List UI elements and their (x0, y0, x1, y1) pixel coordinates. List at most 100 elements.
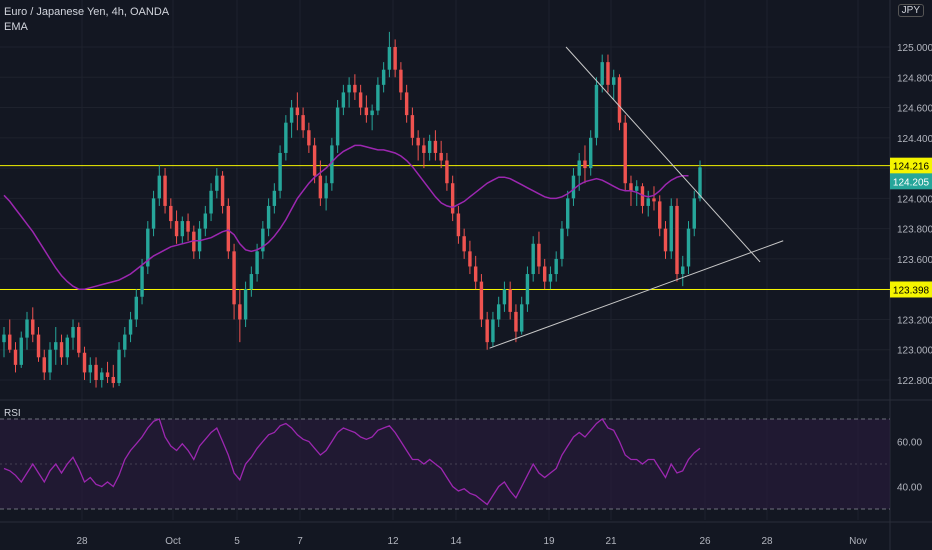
candle-body (669, 205, 673, 252)
rsi-pane[interactable] (0, 418, 890, 510)
candle-body (600, 62, 604, 85)
candle-body (169, 205, 173, 222)
candle-body (640, 186, 645, 206)
candle-body (163, 175, 167, 206)
y-tick-label: 124.000 (897, 194, 932, 205)
candle-body (663, 228, 668, 252)
candle-body (243, 289, 248, 320)
x-tick-label: 7 (297, 536, 303, 547)
candle-body (347, 84, 351, 93)
candle-body (324, 183, 328, 199)
candle-body (635, 186, 639, 191)
candle-body (146, 228, 150, 267)
y-tick-label: 123.600 (897, 255, 932, 266)
y-tick-label: 123.000 (897, 346, 932, 357)
candle-body (157, 175, 162, 199)
x-tick-label: 14 (450, 536, 462, 547)
price-label-resistance-bg (890, 157, 932, 174)
candle-body (215, 175, 219, 191)
candle-body (473, 266, 478, 282)
candle-body (13, 349, 18, 365)
candle-body (353, 84, 357, 93)
candle-body (278, 152, 282, 191)
x-tick-label: 28 (76, 536, 88, 547)
candle-body (537, 243, 541, 267)
candle-body (266, 205, 271, 229)
candle-body (404, 92, 409, 116)
symbol-title[interactable]: Euro / Japanese Yen, 4h, OANDA (4, 6, 170, 18)
trendline-ascending (489, 240, 784, 349)
candle-body (485, 319, 489, 343)
candle-body (416, 137, 420, 146)
y-tick-label: 124.800 (897, 73, 932, 84)
y-tick-label: 122.800 (897, 376, 932, 387)
candle-body (491, 319, 495, 343)
candle-body (71, 327, 75, 338)
candle-body (658, 201, 662, 229)
candle-body (692, 198, 696, 229)
candle-body (134, 296, 139, 320)
candle-body (301, 115, 305, 131)
y-tick-label: 124.600 (897, 104, 932, 115)
candle-body (387, 47, 392, 70)
candle-body (531, 243, 535, 275)
candle-body (439, 152, 443, 161)
candle-body (548, 274, 553, 282)
price-label-current-bg (890, 173, 932, 190)
rsi-line (3, 418, 701, 506)
candle-body (255, 251, 259, 275)
candle-body (479, 281, 484, 320)
candle-body (88, 364, 92, 373)
candle-body (289, 107, 294, 123)
candle-body (571, 175, 576, 199)
indicator-label-rsi[interactable]: RSI (4, 408, 21, 419)
candle-body (220, 175, 225, 206)
candle-body (284, 122, 288, 153)
candle-body (542, 266, 547, 282)
candle-body (525, 274, 530, 305)
candle-body (140, 266, 144, 297)
candle-body (31, 319, 35, 335)
candle-body (82, 352, 87, 373)
candle-body (203, 213, 208, 229)
candle-body (186, 221, 190, 232)
price-label-resistance: 124.216 (893, 162, 930, 173)
price-label-support-bg (890, 281, 932, 298)
candle-body (456, 213, 461, 237)
candle-body (123, 334, 127, 350)
candle-body (422, 145, 426, 153)
candle-body (594, 84, 599, 138)
x-tick-label: 19 (543, 536, 555, 547)
candle-body (519, 304, 524, 332)
candle-body (433, 140, 438, 153)
currency-badge[interactable]: JPY (897, 4, 924, 17)
candle-body (588, 137, 593, 169)
candle-body (192, 231, 196, 252)
candle-body (105, 372, 110, 377)
candle-body (180, 221, 185, 237)
candle-body (330, 145, 334, 184)
candle-body (364, 107, 369, 116)
y-tick-label: 125.000 (897, 43, 932, 54)
candle-body (399, 69, 403, 93)
price-axis[interactable]: 125.000124.800124.600124.400124.200124.0… (890, 43, 932, 494)
candle-body (629, 183, 633, 191)
candle-body (508, 289, 512, 312)
candle-body (358, 92, 363, 108)
time-axis[interactable]: 28 Oct 5 7 12 14 19 21 26 28 Nov (76, 536, 866, 547)
candle-body (381, 69, 386, 85)
x-tick-label: 5 (234, 536, 240, 547)
price-pane[interactable] (0, 31, 890, 388)
candle-body (450, 183, 455, 214)
trendline-descending (565, 46, 761, 263)
candle-body (272, 190, 277, 206)
candle-body (226, 205, 231, 252)
indicator-label-ema[interactable]: EMA (4, 21, 28, 33)
rsi-tick-label: 60.00 (897, 438, 922, 449)
candle-body (577, 160, 581, 176)
candle-body (2, 334, 6, 343)
candle-body (312, 145, 317, 176)
candle-body (48, 349, 52, 373)
candle-body (318, 175, 323, 199)
